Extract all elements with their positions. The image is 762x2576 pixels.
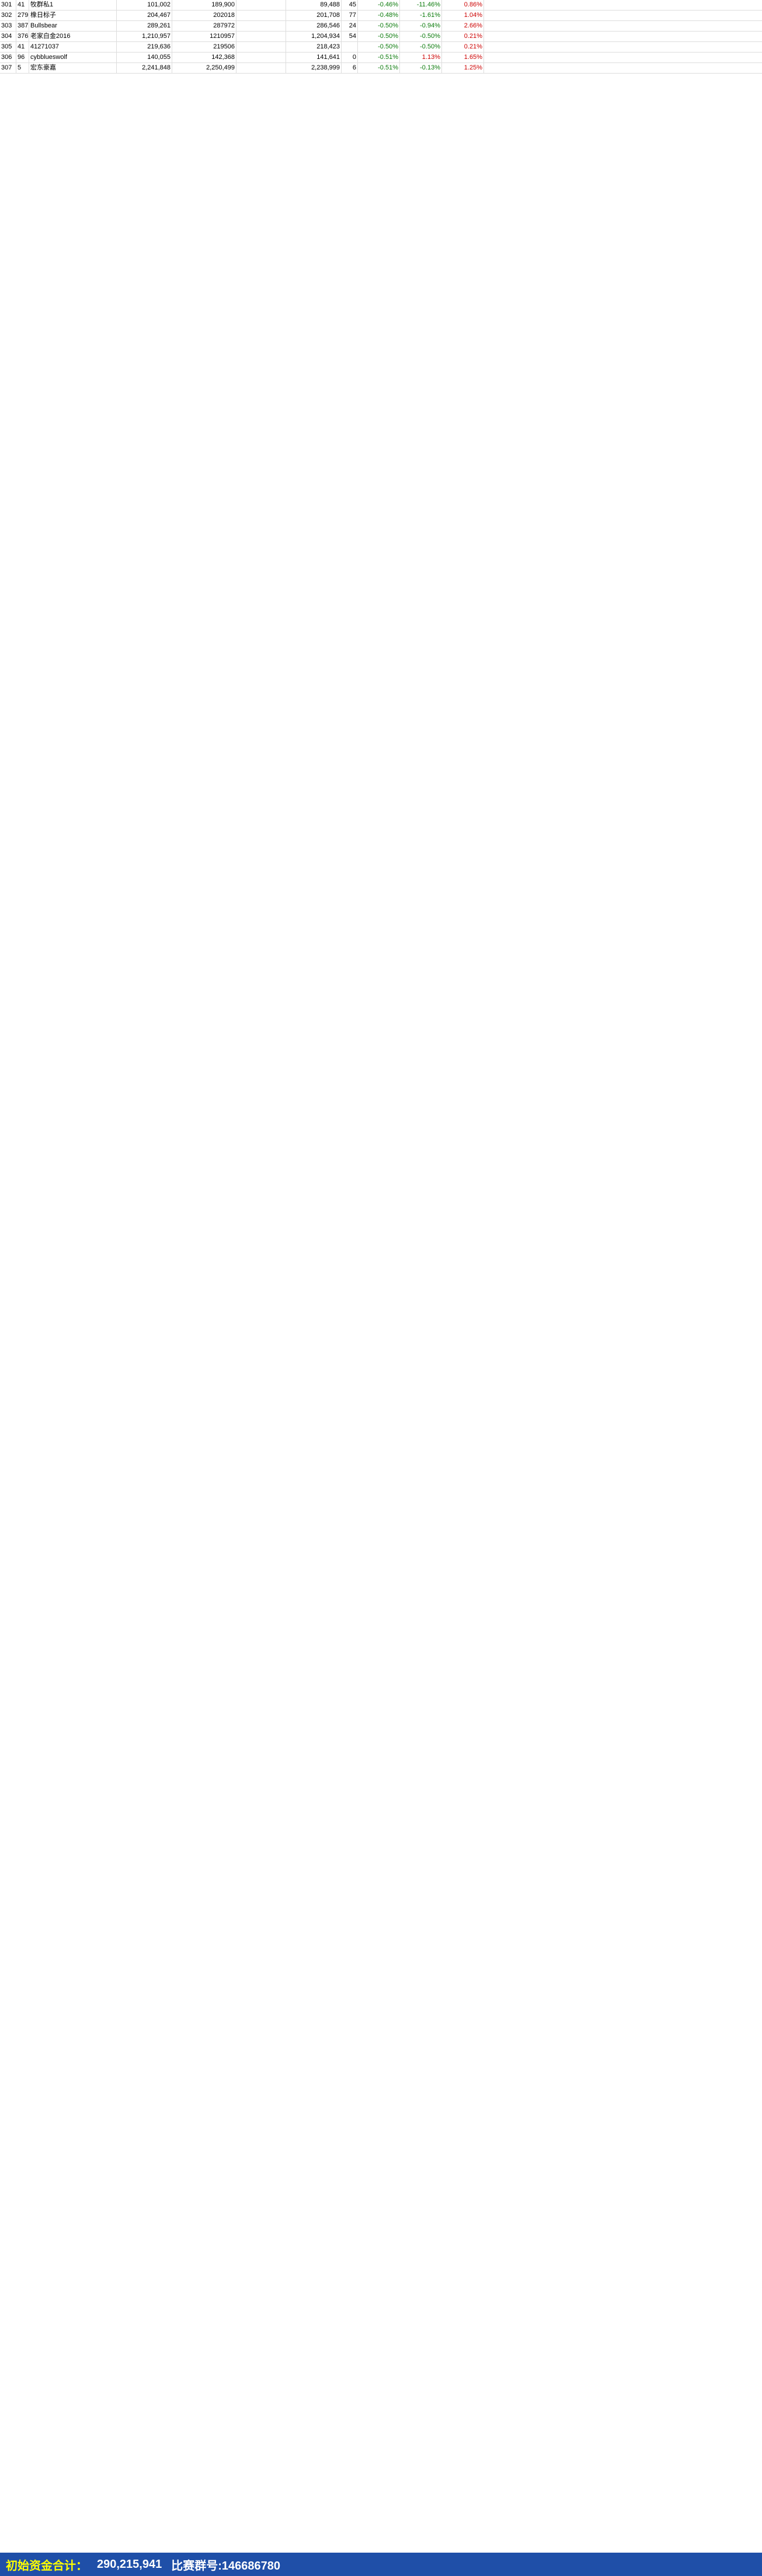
pct3-cell: 1.25% — [442, 63, 484, 73]
pct3-cell: 2.66% — [442, 21, 484, 31]
value-e-cell: 77 — [342, 11, 358, 20]
value-a-cell: 101,002 — [117, 0, 172, 10]
value-b-cell: 1210957 — [172, 32, 236, 41]
pct2-cell: -0.50% — [400, 42, 442, 52]
id-cell: 5 — [16, 63, 29, 73]
value-c-cell — [236, 42, 286, 52]
name-cell: 老家白金2016 — [29, 32, 117, 41]
rank-cell: 303 — [0, 21, 16, 31]
value-a-cell: 219,636 — [117, 42, 172, 52]
name-cell: 橡日标子 — [29, 11, 117, 20]
value-d-cell: 201,708 — [286, 11, 342, 20]
pct3-cell: 0.86% — [442, 0, 484, 10]
rank-cell: 306 — [0, 53, 16, 62]
table-row: 306 96 cybblueswolf 140,055 142,368 141,641 0-… — [0, 53, 762, 63]
pct1-cell: -0.50% — [358, 21, 400, 31]
value-b-cell: 219506 — [172, 42, 236, 52]
name-cell: 41271037 — [29, 42, 117, 52]
value-c-cell — [236, 63, 286, 73]
pct3-cell: 0.21% — [442, 32, 484, 41]
value-a-cell: 289,261 — [117, 21, 172, 31]
table-body: 301 41 牧群私1 101,002 189,900 89,488 45 -0.46% -11… — [0, 0, 762, 74]
pct3-cell: 1.04% — [442, 11, 484, 20]
rank-cell: 307 — [0, 63, 16, 73]
pct2-cell: -1.61% — [400, 11, 442, 20]
rank-cell: 305 — [0, 42, 16, 52]
footer-group: 比赛群号:146686780 — [171, 2559, 281, 2572]
value-e-cell: 24 — [342, 21, 358, 31]
id-cell: 96 — [16, 53, 29, 62]
pct1-cell: -0.48% — [358, 11, 400, 20]
value-a-cell: 204,467 — [117, 11, 172, 20]
id-cell: 376 — [16, 32, 29, 41]
table-row: 304 376 老家白金2016 1,210,957 1210957 1,204,934 5… — [0, 32, 762, 42]
id-cell: 279 — [16, 11, 29, 20]
value-c-cell — [236, 53, 286, 62]
value-c-cell — [236, 21, 286, 31]
value-e-cell: 6 — [342, 63, 358, 73]
pct2-cell: 1.13% — [400, 53, 442, 62]
table-row: 301 41 牧群私1 101,002 189,900 89,488 45 -0.46% -11… — [0, 0, 762, 11]
table-row: 302 279 橡日标子 204,467 202018 201,708 77 -0.48% -1… — [0, 11, 762, 21]
pct1-cell: -0.50% — [358, 42, 400, 52]
value-e-cell — [342, 42, 358, 52]
pct1-cell: -0.51% — [358, 53, 400, 62]
table-row: 307 5 宏东豪嘉 2,241,848 2,250,499 2,238,999 6 -0.5… — [0, 63, 762, 74]
value-b-cell: 2,250,499 — [172, 63, 236, 73]
value-d-cell: 2,238,999 — [286, 63, 342, 73]
value-a-cell: 140,055 — [117, 53, 172, 62]
pct3-cell: 0.21% — [442, 42, 484, 52]
value-c-cell — [236, 11, 286, 20]
value-d-cell: 1,204,934 — [286, 32, 342, 41]
value-b-cell: 202018 — [172, 11, 236, 20]
value-e-cell: 45 — [342, 0, 358, 10]
table-row: 305 41 41271037 219,636 219506 218,423 -0.50% -… — [0, 42, 762, 53]
rank-cell: 301 — [0, 0, 16, 10]
name-cell: 宏东豪嘉 — [29, 63, 117, 73]
value-d-cell: 286,546 — [286, 21, 342, 31]
value-d-cell: 89,488 — [286, 0, 342, 10]
name-cell: 牧群私1 — [29, 0, 117, 10]
value-b-cell: 189,900 — [172, 0, 236, 10]
pct2-cell: -0.13% — [400, 63, 442, 73]
footer-total: 290,215,941 — [97, 2557, 162, 2571]
value-b-cell: 287972 — [172, 21, 236, 31]
value-a-cell: 2,241,848 — [117, 63, 172, 73]
name-cell: Bullsbear — [29, 21, 117, 31]
footer-bar: 初始资金合计： 290,215,941 比赛群号:146686780 — [0, 2553, 762, 2576]
pct1-cell: -0.51% — [358, 63, 400, 73]
footer-label: 初始资金合计： — [6, 2559, 88, 2572]
value-e-cell: 0 — [342, 53, 358, 62]
rank-cell: 304 — [0, 32, 16, 41]
id-cell: 41 — [16, 42, 29, 52]
id-cell: 387 — [16, 21, 29, 31]
rank-cell: 302 — [0, 11, 16, 20]
pct2-cell: -11.46% — [400, 0, 442, 10]
value-a-cell: 1,210,957 — [117, 32, 172, 41]
value-c-cell — [236, 0, 286, 10]
pct1-cell: -0.46% — [358, 0, 400, 10]
pct1-cell: -0.50% — [358, 32, 400, 41]
value-b-cell: 142,368 — [172, 53, 236, 62]
value-d-cell: 141,641 — [286, 53, 342, 62]
name-cell: cybblueswolf — [29, 53, 117, 62]
table-row: 303 387 Bullsbear 289,261 287972 286,546 24 -0.… — [0, 21, 762, 32]
pct3-cell: 1.65% — [442, 53, 484, 62]
value-e-cell: 54 — [342, 32, 358, 41]
pct2-cell: -0.94% — [400, 21, 442, 31]
value-c-cell — [236, 32, 286, 41]
id-cell: 41 — [16, 0, 29, 10]
value-d-cell: 218,423 — [286, 42, 342, 52]
pct2-cell: -0.50% — [400, 32, 442, 41]
